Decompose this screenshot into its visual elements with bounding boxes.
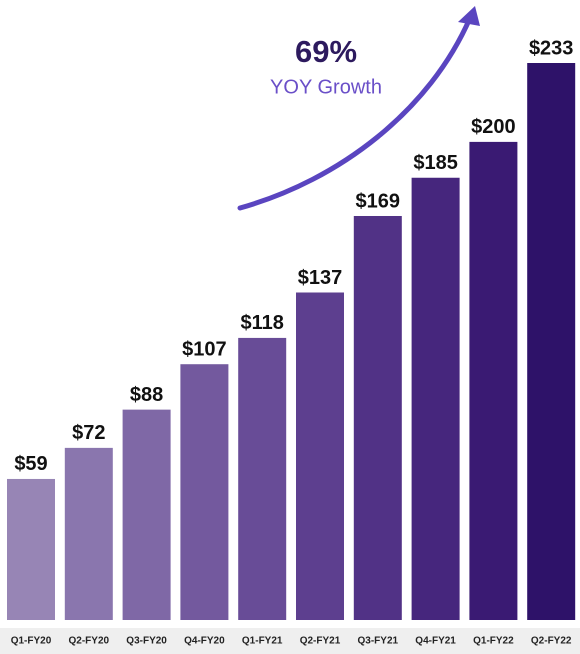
category-label: Q2-FY22 (531, 636, 572, 647)
bar (64, 447, 113, 620)
value-label: $72 (72, 422, 105, 444)
bar (411, 177, 460, 621)
bar (122, 409, 171, 620)
category-label: Q3-FY20 (126, 636, 167, 647)
value-label: $88 (130, 384, 163, 406)
category-label: Q3-FY21 (358, 636, 399, 647)
value-label: $118 (241, 312, 284, 334)
value-label: $200 (471, 116, 516, 138)
category-strip (0, 628, 580, 654)
category-label: Q1-FY20 (11, 636, 52, 647)
category-label: Q4-FY21 (415, 636, 456, 647)
value-label: $169 (356, 190, 401, 212)
category-label: Q2-FY21 (300, 636, 341, 647)
value-label: $185 (413, 152, 458, 174)
category-label: Q1-FY22 (473, 636, 514, 647)
category-label: Q1-FY21 (242, 636, 283, 647)
category-label: Q4-FY20 (184, 636, 225, 647)
value-label: $137 (298, 267, 343, 289)
value-label: $107 (182, 338, 227, 360)
bar (469, 141, 518, 620)
value-label: $233 (529, 37, 574, 59)
growth-arrow (237, 15, 473, 211)
bar (7, 478, 55, 620)
growth-label: YOY Growth (270, 76, 382, 98)
category-label: Q2-FY20 (69, 636, 110, 647)
bar (353, 215, 402, 620)
bar (180, 364, 229, 620)
arrow-head (458, 6, 480, 26)
bar (238, 337, 287, 620)
bar (527, 63, 576, 620)
growth-value: 69% (295, 34, 357, 69)
bar (296, 292, 344, 620)
value-label: $59 (14, 453, 47, 475)
